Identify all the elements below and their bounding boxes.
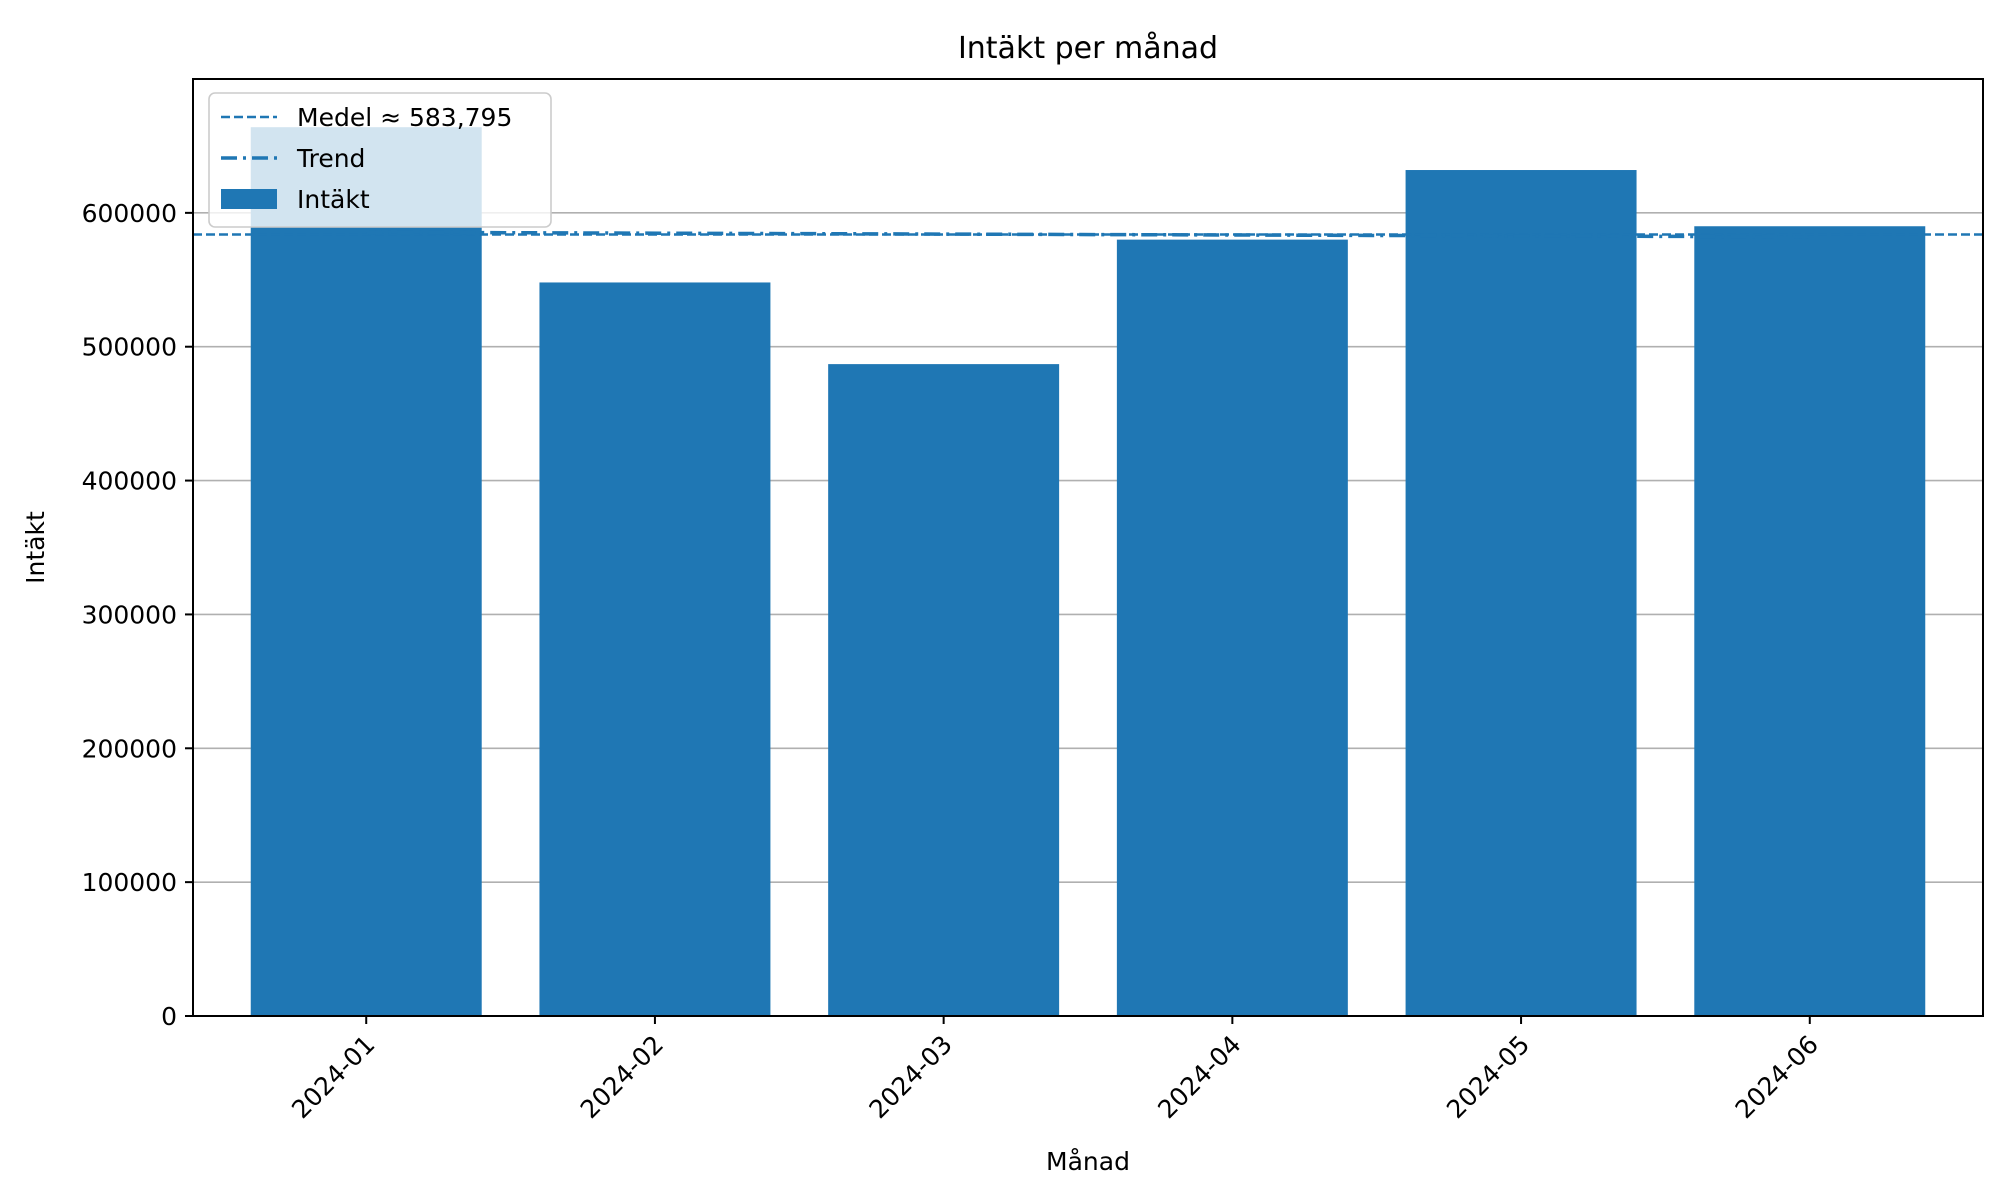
x-axis-label: Månad: [1046, 1147, 1130, 1176]
bar-2024-05: [1405, 170, 1637, 1017]
legend-label-trend: Trend: [296, 144, 365, 173]
bar-2024-02: [539, 282, 771, 1016]
y-tick-label-1: 100000: [82, 868, 177, 897]
y-tick-label-4: 400000: [82, 467, 177, 496]
legend-label-mean: Medel ≈ 583,795: [297, 103, 512, 132]
legend-label-bar: Intäkt: [297, 185, 370, 214]
legend-bar-swatch: [221, 189, 277, 209]
y-tick-label-2: 200000: [82, 734, 177, 763]
legend-box: [208, 92, 552, 228]
bars: [250, 127, 1926, 1017]
bar-2024-04: [1116, 239, 1348, 1017]
trend-line: [366, 230, 1810, 239]
bar-2024-03: [828, 364, 1060, 1016]
legend: Medel ≈ 583,795 Trend Intäkt: [208, 92, 552, 228]
y-tick-label-5: 500000: [82, 333, 177, 362]
bar-2024-01: [250, 127, 482, 1016]
chart-title: Intäkt per månad: [958, 31, 1218, 66]
y-axis: 0 100000 200000 300000 400000 500000 600000: [82, 199, 193, 1031]
reference-lines: [193, 230, 1983, 239]
plot-area-frame: [192, 78, 1984, 1017]
y-tick-label-3: 300000: [82, 600, 177, 629]
y-axis-label: Intäkt: [21, 511, 50, 584]
bar-2024-06: [1694, 226, 1926, 1016]
y-tick-label-6: 600000: [82, 199, 177, 228]
y-tick-label-0: 0: [161, 1002, 177, 1031]
